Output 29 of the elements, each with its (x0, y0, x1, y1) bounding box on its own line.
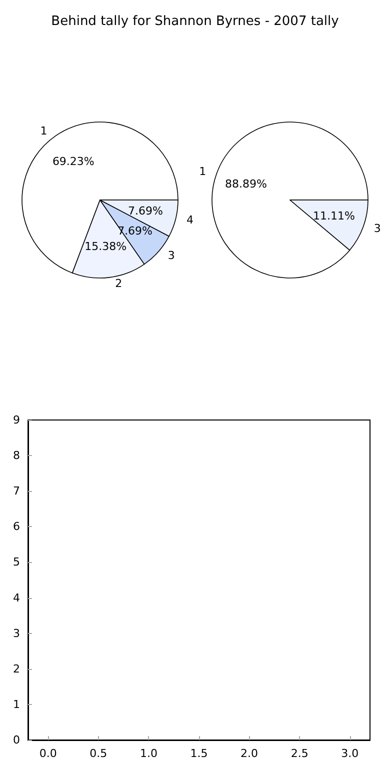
y-tick-label: 2 (13, 662, 20, 676)
y-tick-label: 8 (13, 449, 20, 462)
x-tick-label: 3.0 (341, 747, 359, 760)
y-tick-label: 1 (13, 698, 20, 711)
x-tick-label: 0.0 (39, 747, 57, 760)
x-tick-label: 0.5 (90, 747, 108, 760)
x-tick-label: 1.0 (140, 747, 158, 760)
y-tick-label: 0 (13, 734, 20, 746)
slice-label: 1 (199, 164, 206, 178)
data-label: 11.11% (313, 210, 355, 223)
y-tick-label: 6 (13, 520, 20, 534)
slice-label: 2 (115, 276, 122, 290)
data-label: 88.89% (225, 177, 267, 190)
data-label: 69.23% (52, 154, 94, 168)
slice-label: 3 (374, 222, 381, 236)
y-tick-label: 7 (13, 484, 20, 498)
data-label: 15.38% (84, 240, 127, 253)
y-tick-label: 4 (13, 591, 20, 604)
chart-title: Behind tally for Shannon Byrnes - 2007 tally (51, 14, 340, 29)
x-tick-label: 2.5 (290, 747, 308, 760)
slice-label: 1 (40, 124, 48, 138)
slice-label: 4 (186, 214, 194, 227)
slice-label: 3 (168, 249, 175, 262)
data-label: 7.69% (128, 204, 163, 218)
x-tick-label: 1.5 (190, 747, 208, 760)
y-tick-label: 5 (13, 556, 20, 569)
y-tick-label: 9 (13, 414, 20, 426)
y-tick-label: 3 (13, 626, 20, 640)
x-tick-label: 2.0 (240, 747, 258, 760)
